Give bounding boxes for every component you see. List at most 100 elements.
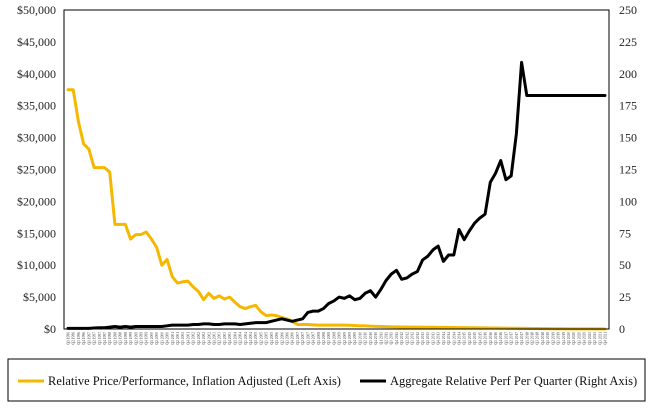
left-axis-tick-label: $15,000 [17,226,56,240]
x-axis-tick-label: Q2 2012 [405,332,409,345]
x-axis-tick-label: Q2 1996 [72,332,76,345]
x-axis-tick-label: Q2 2020 [572,332,576,345]
x-axis-tick-label: Q2 2014 [447,332,451,345]
x-axis-tick-label: Q1 2003 [212,332,216,345]
x-axis-tick-label: Q4 2020 [583,332,587,345]
x-axis-tick-label: Q1 1996 [67,332,71,345]
x-axis-tick-label: Q2 1998 [113,332,117,345]
x-axis-tick-label: Q1 2009 [338,332,342,345]
right-axis-tick-label: 225 [619,35,637,49]
x-axis-tick-label: Q3 2012 [411,332,415,345]
x-axis-tick-label: Q4 2013 [437,332,441,345]
x-axis-tick-label: Q4 1997 [103,332,107,345]
x-axis-tick-label: Q2 2007 [301,332,305,345]
x-axis-tick-label: Q4 1996 [82,332,86,345]
series-lines [66,60,607,331]
x-axis-tick-label: Q4 2008 [332,332,336,345]
x-axis-tick-label: Q2 2004 [239,332,243,345]
x-axis-tick-label: Q3 2020 [577,332,581,345]
x-axis-tick-label: Q1 1997 [87,332,91,345]
x-axis-tick-label: Q2 2017 [510,332,514,345]
x-axis-tick-label: Q1 2013 [421,332,425,345]
x-axis-tick-label: Q1 2012 [400,332,404,345]
x-axis-tick-label: Q1 2010 [358,332,362,345]
left-axis-tick-label: $30,000 [17,131,56,145]
x-axis-tick-label: Q2 1999 [134,332,138,345]
x-axis-tick-label: Q3 2013 [431,332,435,345]
x-axis-tick-label: Q4 2001 [186,332,190,345]
x-axis-tick-label: Q4 2017 [520,332,524,345]
left-axis-tick-label: $25,000 [17,163,56,177]
x-axis-tick-label: Q2 2001 [176,332,180,345]
x-axis-tick-label: Q4 2005 [270,332,274,345]
right-axis-tick-label: 50 [619,258,631,272]
x-axis-tick-label: Q4 2006 [291,332,295,345]
right-axis-tick-label: 0 [619,322,625,336]
x-axis-tick-labels: Q1 1996 Q2 1996 Q3 1996 Q4 1996 Q1 1997 Q2 19… [67,332,608,345]
x-axis-tick-label: Q4 1998 [124,332,128,345]
left-axis-tick-label: $20,000 [17,194,56,208]
x-axis-tick-label: Q1 2002 [192,332,196,345]
x-axis-tick-label: Q2 2009 [343,332,347,345]
x-axis-tick-label: Q2 2021 [593,332,597,345]
right-axis-tick-label: 250 [619,3,637,17]
left-axis-tick-label: $50,000 [17,3,56,17]
x-axis-tick-label: Q1 2008 [317,332,321,345]
right-axis-tick-label: 125 [619,163,637,177]
x-axis-tick-label: Q2 2005 [259,332,263,345]
x-axis-tick-label: Q2 2013 [426,332,430,345]
x-axis-tick-label: Q2 2003 [218,332,222,345]
x-axis-tick-label: Q3 2005 [265,332,269,345]
left-axis-tick-label: $45,000 [17,35,56,49]
x-axis-tick-label: Q1 2016 [484,332,488,345]
x-axis-tick-label: Q1 2015 [463,332,467,345]
x-axis-tick-label: Q3 2007 [306,332,310,345]
x-axis-tick-label: Q3 2001 [181,332,185,345]
x-axis-tick-label: Q3 2019 [557,332,561,345]
legend: Relative Price/Performance, Inflation Ad… [7,358,646,402]
x-axis-tick-label: Q4 2011 [395,332,399,345]
x-axis-tick-label: Q3 2016 [494,332,498,345]
x-axis-tick-label: Q3 2004 [244,332,248,345]
left-axis-tick-labels: $0 $5,000 $10,000 $15,000 $20,000 $25,000 $30,… [17,3,56,336]
left-axis-tick-label: $40,000 [17,67,56,81]
x-axis-tick-label: Q3 1996 [77,332,81,345]
x-axis-tick-label: Q4 2012 [416,332,420,345]
x-axis-tick-label: Q4 2003 [228,332,232,345]
x-axis-tick-label: Q3 2015 [473,332,477,345]
x-axis-tick-label: Q2 2002 [197,332,201,345]
x-axis-tick-label: Q1 2019 [546,332,550,345]
left-axis-tick-label: $10,000 [17,258,56,272]
x-axis-tick-label: Q4 2015 [478,332,482,345]
x-axis-tick-label: Q1 2017 [504,332,508,345]
x-axis-tick-label: Q4 2002 [207,332,211,345]
x-axis-tick-label: Q2 1997 [93,332,97,345]
price-performance-line [66,88,607,331]
x-axis-tick-label: Q1 2000 [150,332,154,345]
x-axis-tick-label: Q4 2004 [249,332,253,345]
x-axis-tick-label: Q3 2009 [348,332,352,345]
left-axis-tick-label: $0 [44,322,56,336]
x-axis-tick-label: Q3 2014 [452,332,456,345]
x-axis-tick-label: Q3 2017 [515,332,519,345]
right-axis-tick-label: 150 [619,131,637,145]
x-axis-tick-label: Q4 2016 [499,332,503,345]
x-axis-tick-label: Q3 2010 [369,332,373,345]
x-axis-tick-label: Q4 2021 [604,332,608,345]
x-axis-tick-label: Q3 1999 [139,332,143,345]
x-axis-tick-label: Q4 2009 [353,332,357,345]
right-axis-tick-label: 200 [619,67,637,81]
aggregate-performance-line [66,60,607,330]
legend-label: Aggregate Relative Perf Per Quarter (Rig… [390,374,637,388]
right-axis-tick-label: 100 [619,194,637,208]
x-axis-tick-label: Q3 2000 [160,332,164,345]
x-axis-tick-label: Q1 2018 [525,332,529,345]
x-axis-tick-label: Q2 2015 [468,332,472,345]
x-axis-tick-label: Q3 2003 [223,332,227,345]
x-axis-tick-label: Q2 2011 [385,332,389,345]
x-axis-tick-label: Q3 2018 [536,332,540,345]
x-axis-tick-label: Q2 2000 [155,332,159,345]
x-axis-tick-label: Q4 2019 [562,332,566,345]
